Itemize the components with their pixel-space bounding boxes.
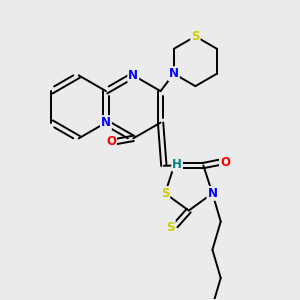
- Text: S: S: [191, 30, 200, 43]
- Text: N: N: [207, 187, 218, 200]
- Text: S: S: [166, 220, 175, 234]
- Text: N: N: [101, 116, 111, 129]
- Text: H: H: [172, 158, 182, 171]
- Text: S: S: [161, 187, 169, 200]
- Text: O: O: [220, 156, 230, 169]
- Text: N: N: [128, 69, 138, 82]
- Text: O: O: [106, 135, 116, 148]
- Text: N: N: [169, 67, 179, 80]
